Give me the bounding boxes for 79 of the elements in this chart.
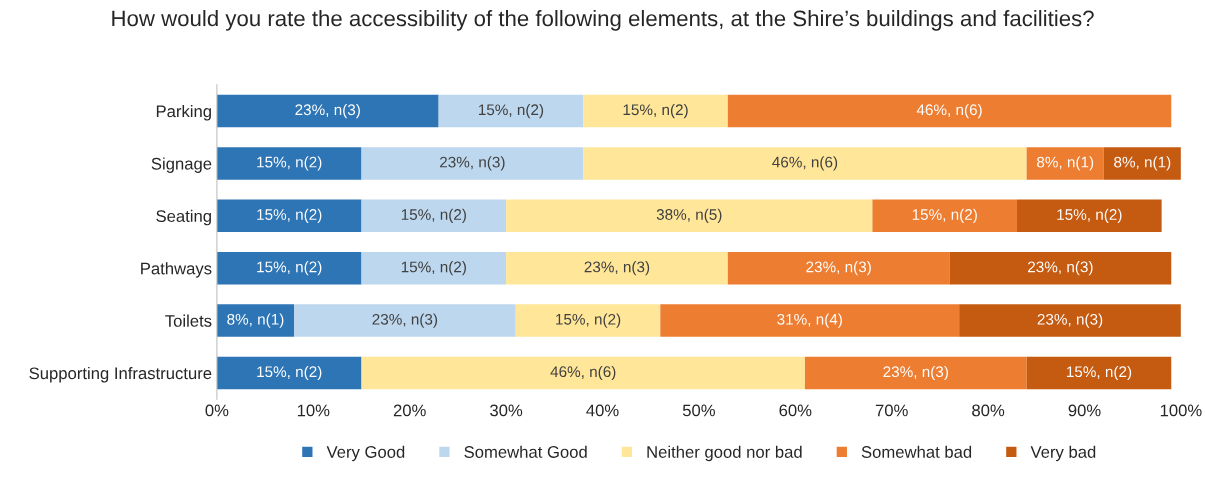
bar [216,199,362,233]
x-tick-label: 30% [490,404,523,417]
data-label: 23%, n(3) [584,261,650,276]
y-tick-label: Pathways [141,262,212,278]
legend-label: Somewhat bad [861,445,972,458]
bar [361,356,805,390]
bar [216,356,362,390]
bar [872,199,1018,233]
bar [216,147,362,180]
x-tick-label: 90% [1068,404,1101,417]
legend-label: Somewhat Good [464,445,587,458]
bar [438,94,584,128]
bar [515,304,661,337]
data-label: 15%, n(2) [401,261,466,276]
data-label: 46%, n(6) [772,156,838,171]
bar [216,304,295,337]
bar [804,356,1027,390]
legend-label: Neither good nor bad [647,445,802,462]
data-label: 15%, n(2) [257,208,322,223]
data-label: 15%, n(2) [478,103,544,119]
bar [660,304,960,337]
data-label: 15%, n(2) [257,365,322,381]
data-label: 23%, n(3) [1037,313,1103,328]
bar [1026,356,1172,390]
y-tick-label: Supporting Infrastructure [29,366,212,383]
x-tick-label: 60% [779,404,812,417]
bar [1017,199,1162,233]
x-tick-label: 40% [586,404,619,417]
data-label: 15%, n(2) [401,208,466,223]
data-label: 23%, n(3) [806,261,871,276]
data-label: 15%, n(2) [1067,365,1132,381]
y-tick-label: Signage [151,157,212,173]
data-label: 23%, n(3) [1028,261,1093,276]
data-label: 23%, n(3) [440,156,505,171]
bar [727,251,950,285]
data-label: 15%, n(2) [623,103,688,119]
x-tick-label: 0% [205,404,229,417]
data-label: 15%, n(2) [556,313,621,328]
bar [959,304,1181,337]
data-label: 46%, n(6) [550,365,616,381]
bar [949,251,1172,285]
bar [216,251,362,285]
data-label: 15%, n(2) [257,261,322,276]
data-label: 15%, n(2) [912,208,977,223]
x-tick-label: 70% [875,404,908,417]
x-tick-label: 80% [972,404,1005,417]
bar [294,304,516,337]
bar [506,199,873,233]
legend-label: Very Good [326,445,405,462]
data-label: 23%, n(3) [295,103,360,119]
x-tick-label: 50% [682,404,715,417]
data-label: 23%, n(3) [372,313,438,328]
bar [361,251,507,285]
y-tick-label: Toilets [165,314,212,327]
data-label: 38%, n(5) [656,208,722,223]
y-tick-label: Parking [156,104,211,121]
legend-label: Very bad [1030,445,1096,462]
data-label: 8%, n(1) [227,313,284,328]
bar [506,251,728,285]
data-label: 8%, n(1) [1037,156,1094,171]
bar [727,94,1172,128]
chart-title: How would you rate the accessibility of the following elements, at the Shire’s buildings and facilities? [112,9,1094,31]
x-tick-label: 10% [297,404,330,417]
bar [361,147,584,180]
data-label: 23%, n(3) [883,365,948,381]
data-label: 8%, n(1) [1114,156,1171,171]
data-label: 31%, n(4) [777,313,842,328]
bar [361,199,507,233]
bar [583,147,1027,180]
bar [216,94,439,128]
bar [583,94,728,128]
data-label: 15%, n(2) [1057,208,1122,223]
bar [1026,147,1104,180]
bar [1103,147,1181,180]
y-tick-label: Seating [156,209,211,226]
data-label: 15%, n(2) [257,156,322,171]
data-label: 46%, n(6) [916,103,982,119]
x-tick-label: 100% [1160,404,1202,417]
x-tick-label: 20% [393,404,426,417]
